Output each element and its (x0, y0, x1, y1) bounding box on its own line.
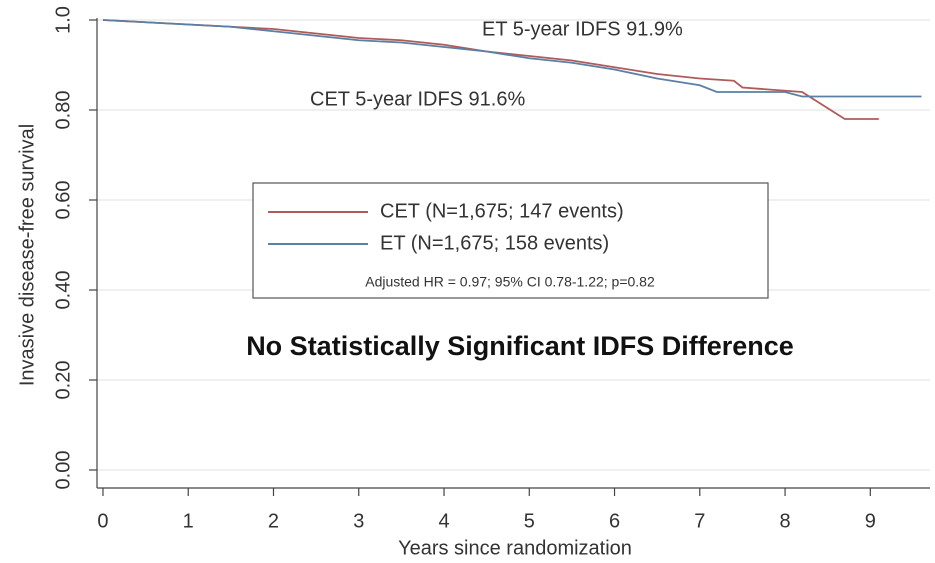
y-tick-label: 0.40 (52, 271, 74, 310)
y-tick-label: 0.80 (52, 91, 74, 130)
headline: No Statistically Significant IDFS Differ… (246, 331, 794, 361)
x-tick-label: 6 (609, 510, 620, 532)
annotation: CET 5-year IDFS 91.6% (310, 88, 525, 110)
x-tick-label: 0 (97, 510, 108, 532)
legend-box (252, 182, 769, 299)
x-tick-label: 9 (865, 510, 876, 532)
legend-label: CET (N=1,675; 147 events) (380, 200, 624, 222)
x-tick-label: 1 (183, 510, 194, 532)
y-tick-label: 0.60 (52, 181, 74, 220)
y-tick-label: 0.20 (52, 361, 74, 400)
y-axis-title: Invasive disease-free survival (16, 124, 38, 386)
x-tick-label: 4 (438, 510, 449, 532)
legend-label: ET (N=1,675; 158 events) (380, 232, 609, 254)
x-tick-label: 2 (268, 510, 279, 532)
x-tick-label: 3 (353, 510, 364, 532)
y-tick-label: 1.0 (52, 6, 74, 34)
y-tick-label: 0.00 (52, 451, 74, 490)
x-tick-label: 7 (694, 510, 705, 532)
survival-curve (102, 19, 922, 98)
x-tick-label: 8 (779, 510, 790, 532)
x-tick-label: 5 (524, 510, 535, 532)
x-axis-title: Years since randomization (398, 537, 632, 559)
annotation: ET 5-year IDFS 91.9% (482, 18, 683, 40)
legend-note: Adjusted HR = 0.97; 95% CI 0.78-1.22; p=… (365, 274, 655, 290)
